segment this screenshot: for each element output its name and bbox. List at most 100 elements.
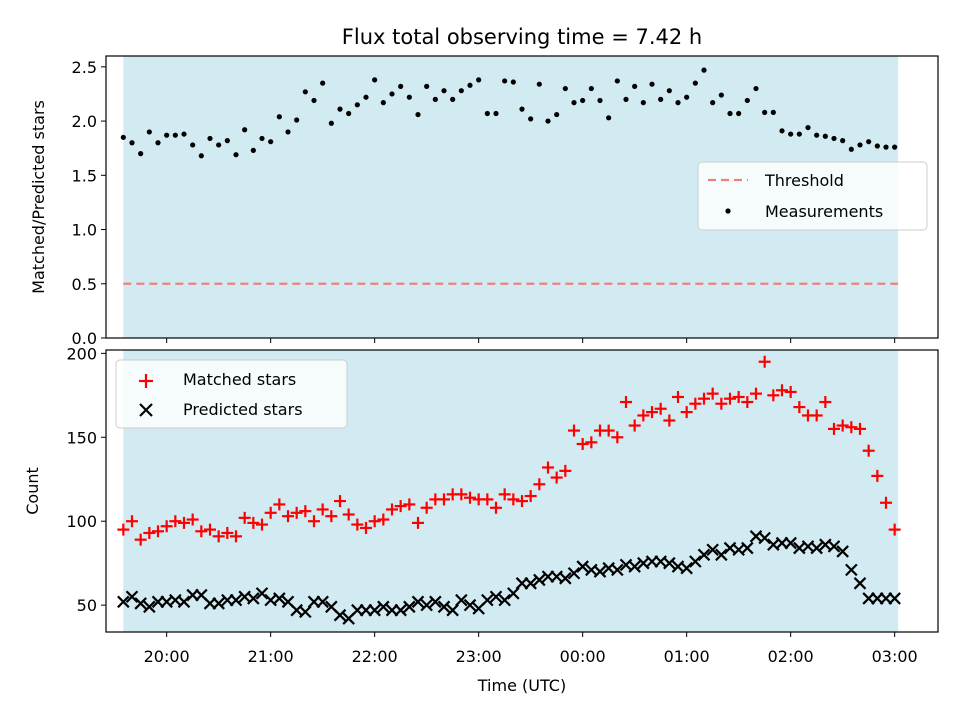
top-y-ticks: 0.0 0.5 1.0 1.5 2.0 2.5 <box>72 58 106 348</box>
matched-star-point <box>256 518 268 531</box>
measurement-point <box>216 142 222 148</box>
x-tick-label: 20:00 <box>144 647 190 666</box>
predicted-star-point <box>697 548 711 562</box>
x-tick-label: 23:00 <box>456 647 502 666</box>
measurement-point <box>155 140 161 146</box>
measurement-point <box>467 82 473 88</box>
predicted-star-point <box>134 597 147 610</box>
matched-star-point <box>767 389 780 402</box>
x-axis-label: Time (UTC) <box>477 676 566 695</box>
measurement-point <box>146 129 152 135</box>
matched-star-point <box>663 414 676 427</box>
measurement-point <box>536 81 542 87</box>
measurement-point <box>666 88 672 94</box>
predicted-star-point <box>628 560 641 573</box>
matched-star-point <box>828 422 840 435</box>
predicted-star-point <box>299 605 312 619</box>
measurement-point <box>805 124 811 131</box>
legend-predicted-swatch <box>139 403 153 417</box>
matched-star-point <box>290 506 303 519</box>
predicted-star-point <box>117 595 130 609</box>
measurement-point <box>320 80 326 86</box>
matched-star-point <box>186 513 199 526</box>
matched-star-point <box>316 503 329 516</box>
measurement-point <box>658 96 664 102</box>
predicted-star-point <box>455 593 468 607</box>
matched-star-point <box>880 496 892 509</box>
predicted-star-point <box>559 572 572 585</box>
matched-star-point <box>637 409 650 422</box>
matched-star-point <box>247 516 260 529</box>
predicted-star-point <box>403 600 416 614</box>
measurement-point <box>311 97 317 104</box>
measurement-point <box>285 129 291 135</box>
measurement-point <box>242 127 248 133</box>
legend-matched-label: Matched stars <box>183 370 296 389</box>
predicted-star-point <box>247 592 260 605</box>
matched-star-point <box>481 493 494 506</box>
measurement-point <box>415 111 421 118</box>
matched-star-point <box>542 461 554 474</box>
matched-star-point <box>516 495 528 508</box>
matched-star-point <box>741 396 754 409</box>
predicted-star-point <box>143 600 156 614</box>
measurement-point <box>874 143 880 149</box>
matched-star-point <box>464 491 476 504</box>
matched-star-point <box>758 355 771 368</box>
matched-star-point <box>507 493 520 506</box>
predicted-star-point <box>741 541 754 555</box>
measurement-point <box>554 111 560 118</box>
measurement-point <box>328 120 334 126</box>
measurement-point <box>718 92 724 98</box>
bottom-y-tick-label: 50 <box>77 596 97 615</box>
measurement-point <box>190 142 196 148</box>
predicted-star-point <box>429 595 442 609</box>
measurement-point <box>840 138 846 144</box>
predicted-star-point <box>576 560 589 573</box>
measurement-point <box>250 147 256 153</box>
measurement-point <box>770 109 776 115</box>
legend-predicted-label: Predicted stars <box>183 400 303 419</box>
matched-star-point <box>126 515 138 528</box>
measurement-point <box>363 94 369 100</box>
matched-star-point <box>412 516 424 529</box>
matched-star-point <box>862 444 875 457</box>
top-panel: 0.0 0.5 1.0 1.5 2.0 2.5 Flux total observing … <box>29 25 939 348</box>
measurement-point <box>164 132 170 138</box>
x-tick-label: 00:00 <box>560 647 606 666</box>
matched-star-point <box>819 396 832 409</box>
matched-stars-points <box>117 355 901 546</box>
measurement-point <box>198 153 204 159</box>
measurement-point <box>571 100 577 106</box>
matched-star-point <box>264 506 277 519</box>
x-tick-label: 03:00 <box>872 647 918 666</box>
measurement-point <box>302 89 308 95</box>
measurement-point <box>788 131 794 137</box>
measurement-point <box>588 85 594 92</box>
measurement-point <box>484 110 490 117</box>
matched-star-point <box>602 424 615 437</box>
matched-star-point <box>568 424 580 437</box>
matched-star-point <box>585 436 598 449</box>
matched-star-point <box>715 397 728 410</box>
measurement-point <box>441 88 447 94</box>
legend-measurements-swatch <box>725 208 731 214</box>
matched-star-point <box>533 478 546 491</box>
predicted-star-point <box>463 598 477 612</box>
matched-star-point <box>836 419 849 432</box>
measurement-point <box>294 117 300 123</box>
measurement-point <box>424 83 430 89</box>
legend-threshold-label: Threshold <box>764 171 844 190</box>
predicted-star-point <box>377 600 390 614</box>
measurement-point <box>458 88 464 94</box>
measurement-point <box>172 132 178 138</box>
matched-star-point <box>455 488 468 501</box>
measurement-point <box>476 77 482 83</box>
measurement-point <box>233 152 239 158</box>
measurement-point <box>346 110 352 117</box>
matched-star-point <box>152 525 164 538</box>
matched-star-point <box>360 521 372 534</box>
matched-star-point <box>888 523 901 536</box>
measurement-point <box>822 133 828 139</box>
matched-star-point <box>394 500 407 513</box>
